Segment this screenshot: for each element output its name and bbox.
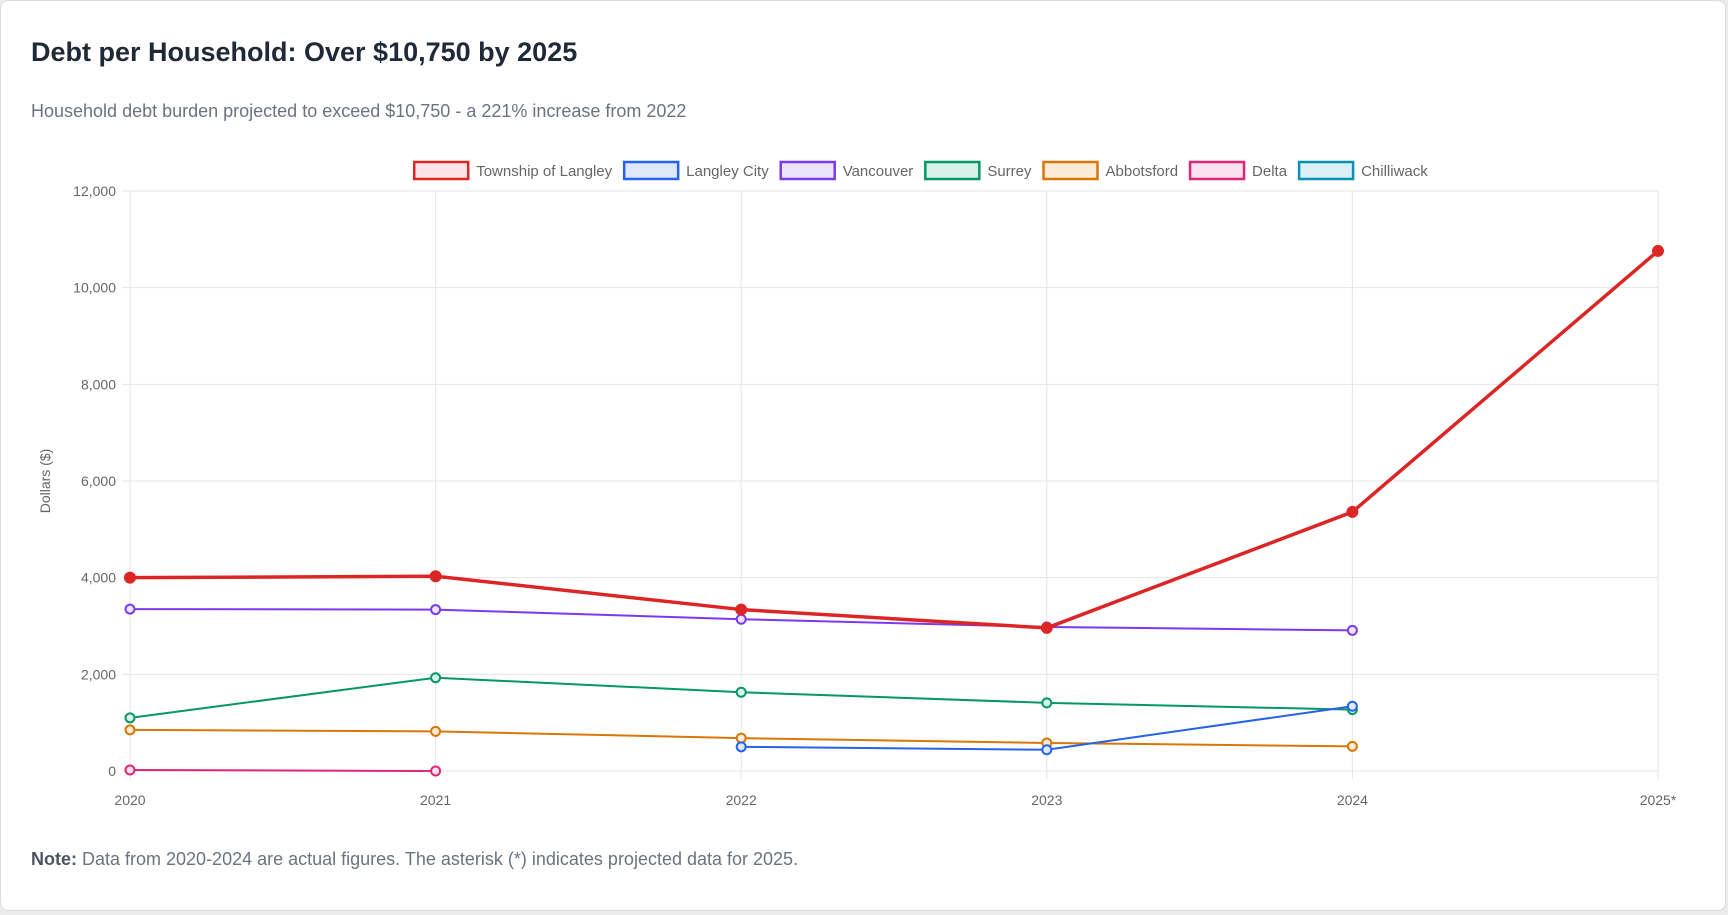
legend-swatch [924,160,981,181]
data-point [1346,740,1358,752]
y-tick-label: 0 [108,763,116,779]
x-tick-label: 2025* [1640,792,1677,808]
data-point [430,725,442,737]
data-point [124,603,136,615]
legend-label: Surrey [987,163,1032,180]
x-tick-label: 2023 [1031,792,1062,808]
legend-label: Vancouver [843,163,914,180]
y-tick-label: 2,000 [81,666,116,682]
y-tick-label: 4,000 [81,570,116,586]
y-tick-label: 10,000 [73,280,116,296]
legend-swatch [1297,160,1355,181]
data-point [124,764,136,776]
chart-subtitle: Household debt burden projected to excee… [31,101,687,121]
data-point [124,571,136,584]
legend-swatch [622,160,680,181]
footnote: Note: Data from 2020-2024 are actual fig… [31,849,798,870]
chart-title: Debt per Household: Over $10,750 by 2025 [31,37,578,67]
data-point [430,604,442,616]
series-line [128,249,1660,630]
x-tick-label: 2024 [1337,792,1368,808]
y-tick-label: 8,000 [81,376,116,392]
x-tick-label: 2020 [114,792,145,808]
legend-label: Township of Langley [476,163,612,180]
note-text: Data from 2020-2024 are actual figures. … [77,849,799,869]
data-point [735,613,747,625]
data-point [735,603,748,616]
data-point [1041,744,1053,756]
data-point [1346,624,1358,636]
data-point [1346,505,1359,518]
data-point [1652,244,1664,257]
x-tick-label: 2021 [420,792,451,808]
legend-label: Chilliwack [1361,163,1428,180]
data-point [735,741,747,753]
x-tick-label: 2022 [726,792,757,808]
data-point [1040,621,1053,634]
data-point [735,686,747,698]
data-point [430,672,442,684]
legend-swatch [779,160,836,181]
legend-swatch [1042,160,1099,181]
legend-swatch [1188,160,1246,181]
data-point [429,570,442,583]
data-point [1041,697,1053,709]
y-tick-label: 12,000 [73,183,116,199]
series-line [129,769,437,772]
data-point [735,732,747,744]
legend-label: Abbotsford [1106,163,1179,180]
data-point [1346,700,1358,712]
y-axis-title: Dollars ($) [37,449,53,514]
legend-label: Delta [1252,163,1288,180]
data-point [430,765,442,777]
legend-label: Langley City [686,163,769,180]
data-point [124,712,136,724]
y-tick-label: 6,000 [81,473,116,489]
legend-swatch [412,160,470,181]
note-label: Note: [31,849,77,869]
data-point [124,724,136,736]
